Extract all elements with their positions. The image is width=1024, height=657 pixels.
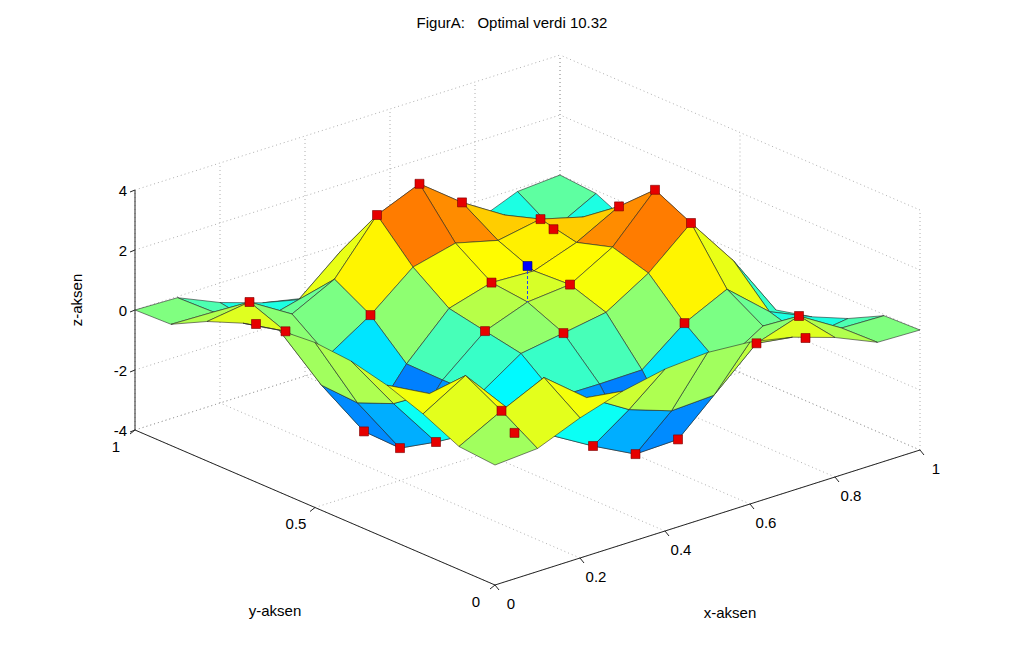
svg-text:4: 4 <box>119 182 127 199</box>
svg-text:FigurA: Optimal verdi 10.32: FigurA: Optimal verdi 10.32 <box>417 14 608 31</box>
svg-text:1: 1 <box>932 460 940 477</box>
svg-text:0.6: 0.6 <box>756 514 777 531</box>
svg-text:0: 0 <box>507 595 515 612</box>
svg-text:y-aksen: y-aksen <box>249 602 302 619</box>
svg-text:0.5: 0.5 <box>286 515 307 532</box>
svg-text:1: 1 <box>112 438 120 455</box>
svg-text:-4: -4 <box>114 422 127 439</box>
svg-text:z-aksen: z-aksen <box>68 274 85 327</box>
svg-text:0.4: 0.4 <box>671 541 692 558</box>
svg-text:2: 2 <box>119 242 127 259</box>
svg-text:0.8: 0.8 <box>841 487 862 504</box>
svg-text:x-aksen: x-aksen <box>704 604 757 621</box>
svg-text:0: 0 <box>119 302 127 319</box>
svg-text:-2: -2 <box>114 362 127 379</box>
svg-text:0.2: 0.2 <box>586 568 607 585</box>
svg-text:0: 0 <box>472 593 480 610</box>
